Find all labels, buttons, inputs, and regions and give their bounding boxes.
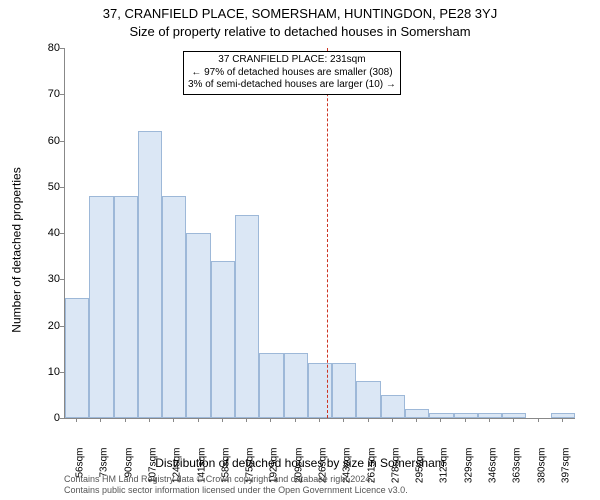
x-tick-mark	[562, 418, 563, 422]
y-tick-mark	[60, 418, 64, 419]
histogram-bar	[502, 413, 526, 418]
histogram-bar	[138, 131, 162, 418]
histogram-bar	[381, 395, 405, 418]
chart-plot-area: 37 CRANFIELD PLACE: 231sqm← 97% of detac…	[64, 48, 575, 419]
y-tick-label: 50	[30, 181, 60, 193]
x-tick-mark	[125, 418, 126, 422]
x-tick-mark	[440, 418, 441, 422]
histogram-bar	[89, 196, 113, 418]
x-tick-mark	[343, 418, 344, 422]
x-tick-mark	[416, 418, 417, 422]
y-tick-label: 60	[30, 135, 60, 147]
reference-line	[327, 48, 328, 418]
annotation-line3: 3% of semi-detached houses are larger (1…	[188, 79, 396, 92]
histogram-bar	[551, 413, 575, 418]
x-tick-mark	[489, 418, 490, 422]
y-tick-label: 0	[30, 412, 60, 424]
histogram-bar	[259, 353, 283, 418]
x-tick-mark	[368, 418, 369, 422]
page-title-line2: Size of property relative to detached ho…	[0, 24, 600, 39]
page-title-line1: 37, CRANFIELD PLACE, SOMERSHAM, HUNTINGD…	[0, 6, 600, 21]
y-tick-label: 70	[30, 88, 60, 100]
y-tick-label: 80	[30, 42, 60, 54]
y-axis-label: Number of detached properties	[10, 167, 24, 332]
y-tick-mark	[60, 372, 64, 373]
histogram-bar	[65, 298, 89, 418]
histogram-bar	[186, 233, 210, 418]
y-tick-label: 40	[30, 227, 60, 239]
y-tick-label: 10	[30, 366, 60, 378]
histogram-bar	[429, 413, 453, 418]
annotation-line1: 37 CRANFIELD PLACE: 231sqm	[188, 54, 396, 67]
histogram-bar	[114, 196, 138, 418]
y-tick-mark	[60, 326, 64, 327]
x-tick-mark	[222, 418, 223, 422]
y-tick-mark	[60, 141, 64, 142]
x-tick-mark	[173, 418, 174, 422]
x-tick-mark	[513, 418, 514, 422]
y-tick-mark	[60, 187, 64, 188]
x-tick-mark	[198, 418, 199, 422]
histogram-bar	[284, 353, 308, 418]
y-tick-mark	[60, 94, 64, 95]
x-tick-mark	[465, 418, 466, 422]
y-tick-mark	[60, 279, 64, 280]
x-tick-mark	[246, 418, 247, 422]
y-tick-mark	[60, 48, 64, 49]
y-tick-label: 30	[30, 273, 60, 285]
histogram-bar	[454, 413, 478, 418]
histogram-bar	[332, 363, 356, 419]
histogram-bar	[162, 196, 186, 418]
x-axis-label: Distribution of detached houses by size …	[0, 456, 600, 470]
x-tick-mark	[319, 418, 320, 422]
x-tick-mark	[100, 418, 101, 422]
histogram-bar	[211, 261, 235, 418]
histogram-bar	[356, 381, 380, 418]
histogram-bar	[405, 409, 429, 418]
y-tick-mark	[60, 233, 64, 234]
x-tick-mark	[538, 418, 539, 422]
annotation-line2: ← 97% of detached houses are smaller (30…	[188, 67, 396, 80]
histogram-bar	[308, 363, 332, 419]
x-tick-mark	[149, 418, 150, 422]
footer-line2: Contains public sector information licen…	[64, 485, 584, 496]
footer-line1: Contains HM Land Registry data © Crown c…	[64, 474, 584, 485]
x-tick-mark	[76, 418, 77, 422]
x-tick-mark	[392, 418, 393, 422]
annotation-box: 37 CRANFIELD PLACE: 231sqm← 97% of detac…	[183, 51, 401, 95]
y-axis-label-wrap: Number of detached properties	[10, 0, 24, 500]
histogram-bar	[235, 215, 259, 419]
x-tick-mark	[295, 418, 296, 422]
x-tick-mark	[270, 418, 271, 422]
footer-attribution: Contains HM Land Registry data © Crown c…	[64, 474, 584, 496]
y-tick-label: 20	[30, 320, 60, 332]
